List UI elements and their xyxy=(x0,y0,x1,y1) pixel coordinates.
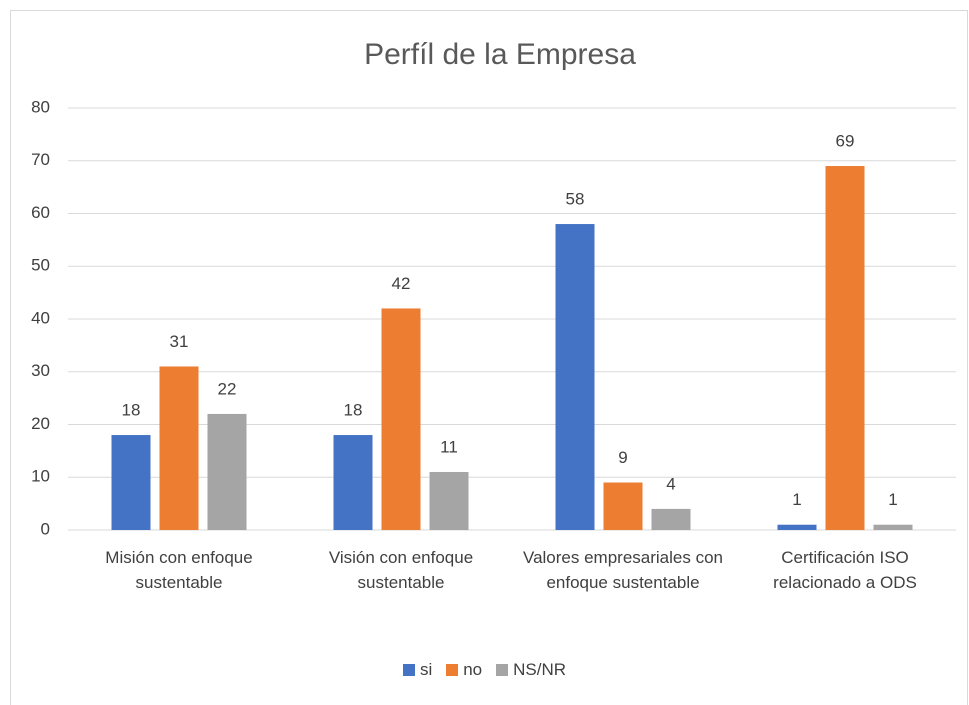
data-label: 1 xyxy=(888,490,897,509)
data-label: 31 xyxy=(170,332,189,351)
chart-border xyxy=(10,10,968,705)
x-tick-label: Misión con enfoque sustentable xyxy=(105,548,253,592)
bar xyxy=(651,508,691,530)
data-label: 18 xyxy=(122,401,141,420)
bar xyxy=(555,224,595,531)
chart-title: Perfíl de la Empresa xyxy=(364,38,636,71)
bar xyxy=(159,366,199,530)
bar xyxy=(603,482,643,530)
legend-label: no xyxy=(463,660,483,679)
legend: si no NS/NR xyxy=(0,660,969,680)
bar xyxy=(333,435,373,530)
bar xyxy=(207,413,247,530)
y-tick-label: 50 xyxy=(31,256,50,275)
data-label: 11 xyxy=(440,437,458,456)
legend-swatch xyxy=(446,664,459,676)
data-label: 22 xyxy=(218,379,237,398)
legend-swatch xyxy=(402,664,415,676)
x-tick-label: Certificación ISO relacionado a ODS xyxy=(773,548,917,592)
y-tick-label: 20 xyxy=(31,414,50,433)
legend-item: si xyxy=(402,660,433,680)
data-label: 58 xyxy=(566,190,585,209)
legend-item: NS/NR xyxy=(496,660,566,680)
x-tick-label: Valores empresariales con enfoque susten… xyxy=(523,548,723,592)
data-label: 4 xyxy=(666,474,675,493)
y-tick-label: 70 xyxy=(31,150,50,169)
bar xyxy=(873,524,913,530)
data-label: 1 xyxy=(792,490,801,509)
legend-label: si xyxy=(419,660,433,679)
x-tick-label: Visión con enfoque sustentable xyxy=(328,548,474,592)
legend-label: NS/NR xyxy=(513,660,567,679)
data-label: 69 xyxy=(836,132,855,151)
legend-item: no xyxy=(446,660,482,680)
bar xyxy=(111,435,151,530)
y-tick-label: 40 xyxy=(31,308,50,327)
y-tick-label: 0 xyxy=(41,519,50,538)
y-tick-label: 80 xyxy=(31,97,50,116)
y-tick-label: 10 xyxy=(31,467,50,486)
y-tick-label: 60 xyxy=(31,203,50,222)
data-label: 18 xyxy=(344,401,363,420)
bar xyxy=(777,524,817,530)
y-tick-label: 30 xyxy=(31,361,50,380)
bar xyxy=(429,471,469,530)
legend-swatch xyxy=(496,664,509,676)
data-label: 9 xyxy=(618,448,627,467)
bar xyxy=(825,166,865,530)
bar xyxy=(381,308,421,530)
data-label: 42 xyxy=(392,274,411,293)
